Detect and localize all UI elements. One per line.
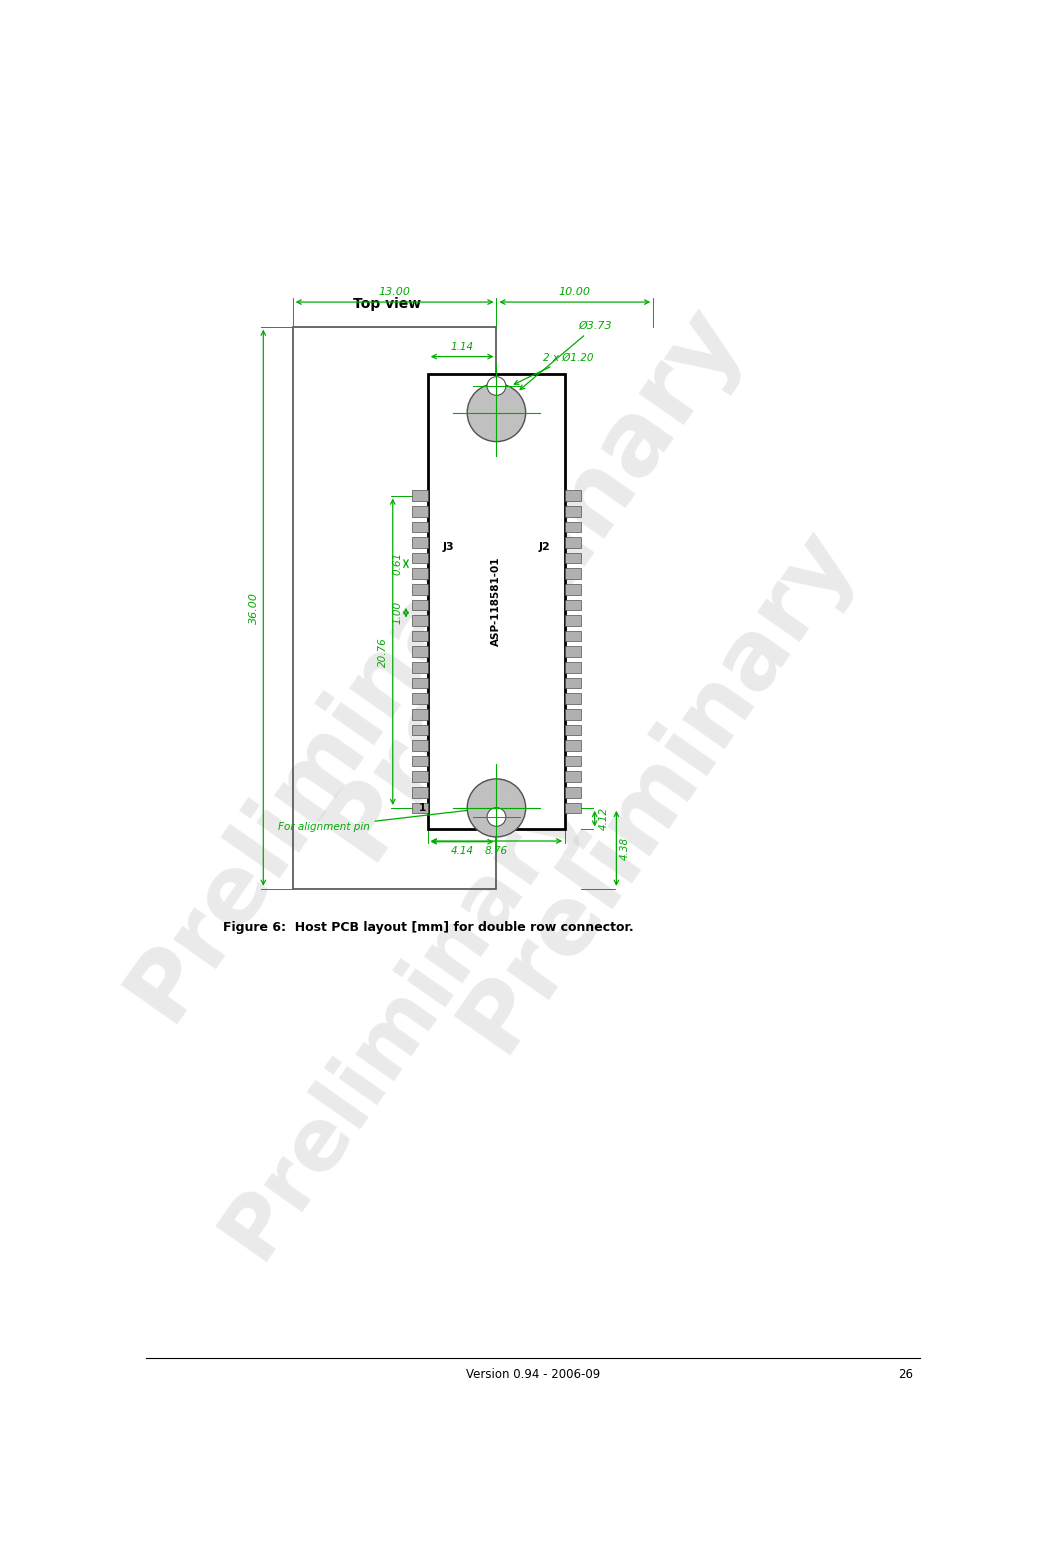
Text: 8.76: 8.76 [485,846,508,857]
Text: 4.14: 4.14 [450,846,473,857]
Text: ASP-118581-01: ASP-118581-01 [492,557,501,646]
Text: 4.12: 4.12 [599,807,608,830]
Bar [412,568,427,579]
Bar [412,521,427,532]
Bar [412,553,427,564]
Bar [565,724,580,735]
Text: 0.61: 0.61 [393,553,402,574]
Bar [565,662,580,673]
Text: For alignment pin: For alignment pin [278,807,485,832]
Bar [565,599,580,610]
Text: Figure 6:  Host PCB layout [mm] for double row connector.: Figure 6: Host PCB layout [mm] for doubl… [223,921,633,933]
Bar [412,631,427,642]
Bar [565,553,580,564]
Bar [412,740,427,751]
Bar [565,677,580,688]
Text: 2 x Ø1.20: 2 x Ø1.20 [515,353,594,384]
Bar [412,506,427,517]
Text: 10.00: 10.00 [558,287,591,297]
Text: 13.00: 13.00 [379,287,411,297]
Bar [565,756,580,766]
Bar [412,599,427,610]
Text: Preliminary: Preliminary [443,510,870,1066]
Text: Preliminary: Preliminary [307,286,759,876]
Bar [412,802,427,813]
Bar [565,646,580,657]
Circle shape [487,807,505,826]
Bar [565,615,580,626]
Bar [412,693,427,704]
Circle shape [467,384,525,442]
Bar [412,771,427,782]
Bar [412,724,427,735]
Bar [412,646,427,657]
Bar [565,787,580,798]
Text: J2: J2 [539,542,550,551]
Text: Version 0.94 - 2006-09: Version 0.94 - 2006-09 [466,1367,600,1381]
Bar [565,771,580,782]
Text: 1: 1 [419,802,426,813]
Text: 20.76: 20.76 [379,637,388,667]
Bar [565,631,580,642]
Bar [565,506,580,517]
Bar [565,693,580,704]
Text: J3: J3 [442,542,454,551]
Bar [412,677,427,688]
Bar [412,537,427,548]
Bar [412,709,427,720]
Text: 36.00: 36.00 [249,592,259,624]
Text: 1.00: 1.00 [393,601,402,624]
Bar [412,787,427,798]
Bar [412,662,427,673]
Bar [565,584,580,595]
Text: Top view: Top view [353,297,421,311]
Bar [427,373,565,829]
Text: 26: 26 [898,1367,913,1381]
Bar [412,756,427,766]
Text: Ø3.73: Ø3.73 [520,322,612,390]
Circle shape [487,376,505,395]
Text: 4.38: 4.38 [620,837,630,860]
Bar [565,568,580,579]
Text: Preliminary: Preliminary [207,766,596,1274]
Bar [412,490,427,501]
Circle shape [467,779,525,837]
Bar [565,740,580,751]
Bar [565,521,580,532]
Bar [565,537,580,548]
Bar [412,584,427,595]
Bar [565,802,580,813]
Text: Preliminary: Preliminary [110,479,538,1037]
Bar [292,326,496,888]
Text: 1.14: 1.14 [450,342,473,351]
Bar [565,490,580,501]
Bar [565,709,580,720]
Bar [412,615,427,626]
